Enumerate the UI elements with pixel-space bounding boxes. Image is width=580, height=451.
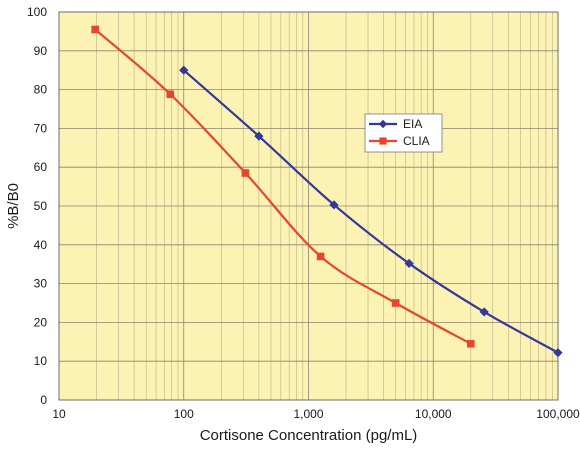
y-tick-label: 80 xyxy=(34,83,48,97)
x-axis-title: Cortisone Concentration (pg/mL) xyxy=(200,427,418,444)
data-point-eia xyxy=(404,258,414,269)
data-point-clia xyxy=(241,169,250,177)
data-point-eia xyxy=(179,65,189,75)
x-tick-label: 1,000 xyxy=(293,407,323,421)
x-tick-label: 10 xyxy=(52,407,66,421)
y-tick-label: 70 xyxy=(34,121,48,135)
data-point-eia xyxy=(254,131,264,141)
y-tick-label: 30 xyxy=(34,277,48,291)
y-axis-title: %B/B0 xyxy=(5,183,22,229)
y-tick-label: 10 xyxy=(34,354,48,368)
x-tick-label: 100 xyxy=(174,407,194,421)
series-line-eia xyxy=(183,69,559,354)
plot-border xyxy=(58,11,559,401)
data-point-eia xyxy=(553,348,563,358)
data-point-eia xyxy=(329,200,339,210)
y-tick-label: 90 xyxy=(34,44,48,58)
data-point-clia xyxy=(316,252,325,261)
y-tick-label: 0 xyxy=(40,393,47,407)
legend-marker-clia xyxy=(379,137,387,145)
x-axis-ticks: 10 100 1,000 10,000 100,000 xyxy=(52,407,580,421)
legend-marker-eia xyxy=(378,119,388,129)
legend: EIA CLIA xyxy=(364,113,443,153)
y-tick-label: 50 xyxy=(34,199,48,213)
data-point-clia xyxy=(91,25,99,34)
y-tick-label: 20 xyxy=(34,315,48,329)
legend-box xyxy=(364,113,443,153)
series-layer xyxy=(91,25,563,358)
data-point-clia xyxy=(467,339,475,348)
series-line-clia xyxy=(94,28,472,345)
y-tick-label: 40 xyxy=(34,238,48,252)
legend-label-clia: CLIA xyxy=(403,134,430,148)
data-point-clia xyxy=(166,90,175,99)
x-tick-label: 10,000 xyxy=(415,407,452,421)
x-tick-label: 100,000 xyxy=(536,407,580,421)
data-point-clia xyxy=(391,299,400,307)
data-point-eia xyxy=(479,307,489,317)
y-tick-label: 100 xyxy=(27,5,47,19)
y-axis-ticks: 0 10 20 30 40 50 60 70 80 90 100 xyxy=(27,5,47,407)
legend-label-eia: EIA xyxy=(403,117,422,131)
y-tick-label: 60 xyxy=(34,160,48,174)
